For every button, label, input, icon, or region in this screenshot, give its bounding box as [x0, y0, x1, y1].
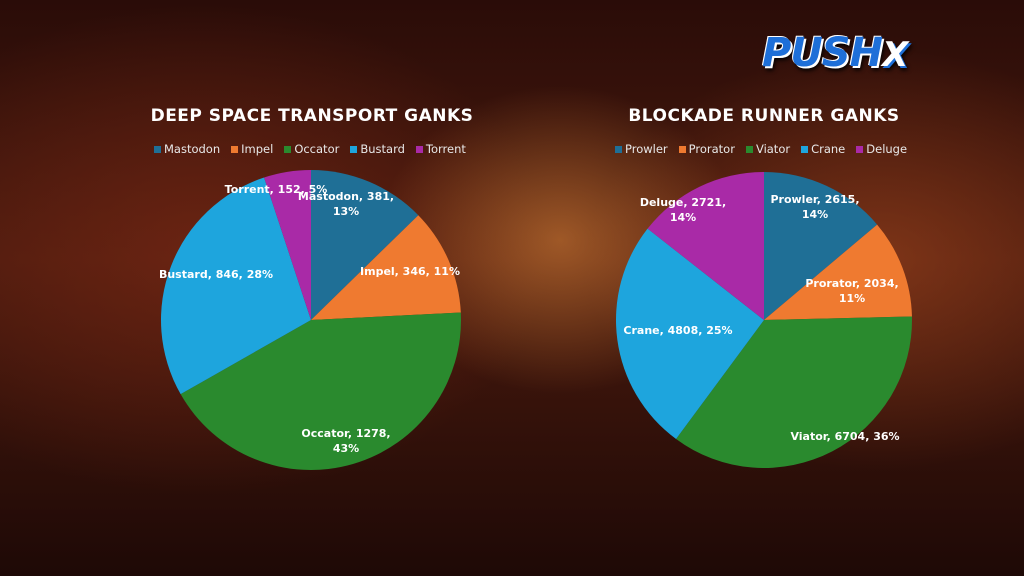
pie-slice-deluge [647, 172, 764, 320]
legend-swatch [615, 145, 622, 153]
legend-swatch [231, 145, 239, 153]
legend-item-prowler: Prowler [615, 142, 668, 156]
legend-item-occator: Occator [284, 142, 339, 156]
pie-slice-occator [180, 312, 462, 471]
legend-swatch [745, 145, 753, 153]
data-label-viator: Viator, 6704, 36% [790, 430, 899, 443]
pie-slice-crane [616, 228, 764, 440]
legend-label: Bustard [360, 142, 405, 156]
pie-slice-prorator [764, 224, 912, 320]
legend-item-prorator: Prorator [678, 142, 735, 156]
legend-item-mastodon: Mastodon [154, 142, 220, 156]
legend-label: Viator [755, 142, 791, 156]
chart-title-left: DEEP SPACE TRANSPORT GANKS [150, 106, 474, 126]
legend-item-impel: Impel [231, 142, 273, 156]
legend-swatch [801, 145, 809, 153]
pushx-logo: PUSHX [762, 30, 908, 76]
legend-left: Mastodon Impel Occator Bustard Torrent [154, 142, 466, 156]
data-label-prorator: Prorator, 2034, 11% [805, 277, 898, 305]
legend-label: Occator [294, 142, 340, 156]
legend-label: Crane [811, 142, 846, 156]
data-label-bustard: Bustard, 846, 28% [159, 268, 273, 281]
data-label-torrent: Torrent, 152, 5% [225, 183, 328, 196]
legend-label: Prorator [688, 142, 735, 156]
legend-label: Deluge [866, 142, 908, 156]
data-label-mastodon: Mastodon, 381, 13% [298, 190, 394, 218]
legend-label: Prowler [625, 142, 668, 156]
legend-label: Torrent [425, 142, 466, 156]
pie-slice-mastodon [311, 170, 419, 320]
legend-right: Prowler Prorator Viator Crane Deluge [615, 142, 907, 156]
pie-slice-impel [311, 215, 461, 320]
legend-item-bustard: Bustard [350, 142, 405, 156]
legend-swatch [415, 145, 423, 153]
legend-item-crane: Crane [801, 142, 845, 156]
pie-slice-bustard [160, 177, 311, 395]
legend-label: Mastodon [164, 142, 221, 156]
pie-slice-prowler [764, 172, 878, 320]
legend-swatch [350, 145, 358, 153]
legend-swatch [678, 145, 686, 153]
legend-swatch [856, 145, 864, 153]
legend-swatch [154, 145, 161, 153]
data-label-occator: Occator, 1278, 43% [301, 427, 390, 455]
legend-swatch [284, 145, 292, 153]
data-label-crane: Crane, 4808, 25% [623, 324, 732, 337]
data-label-prowler: Prowler, 2615, 14% [770, 193, 859, 221]
legend-item-viator: Viator [745, 142, 791, 156]
legend-label: Impel [241, 142, 274, 156]
data-label-impel: Impel, 346, 11% [360, 265, 460, 278]
pie-slice-viator [676, 316, 913, 468]
data-label-deluge: Deluge, 2721, 14% [640, 196, 726, 224]
legend-item-deluge: Deluge [856, 142, 907, 156]
legend-item-torrent: Torrent [415, 142, 466, 156]
chart-title-right: BLOCKADE RUNNER GANKS [628, 106, 900, 126]
pie-slice-torrent [264, 170, 311, 320]
